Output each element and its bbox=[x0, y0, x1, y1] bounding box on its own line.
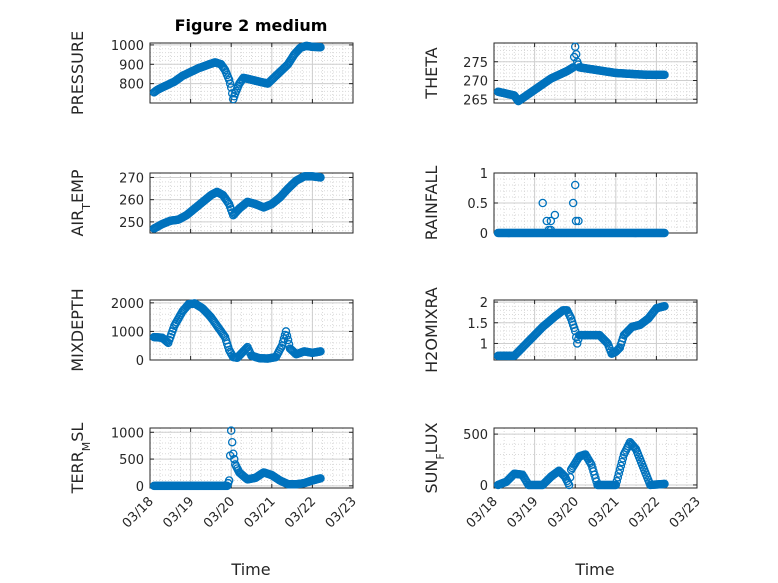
data-point bbox=[660, 301, 669, 311]
y-tick-label: 500 bbox=[463, 428, 488, 443]
data-point bbox=[228, 449, 238, 458]
axes-box bbox=[149, 172, 354, 234]
data-point bbox=[612, 476, 622, 486]
y-tick-label: 2000 bbox=[111, 297, 144, 312]
data-point bbox=[660, 479, 669, 489]
y-tick-label: 260 bbox=[119, 194, 144, 209]
data-point bbox=[281, 327, 291, 336]
y-tick-label: 1000 bbox=[111, 39, 144, 54]
y-tick-label: 0 bbox=[136, 480, 144, 495]
data-point bbox=[613, 473, 623, 482]
data-point bbox=[316, 474, 325, 483]
y-axis-label: PRESSURE bbox=[68, 31, 87, 115]
y-tick-label: 265 bbox=[463, 93, 488, 108]
y-axis-label: TERRMSL bbox=[68, 423, 93, 495]
data-point bbox=[316, 173, 325, 182]
y-tick-label: 270 bbox=[119, 171, 144, 186]
data-point bbox=[574, 216, 583, 226]
subplot-rainfall: 0 0.5 1 RAINFALL bbox=[422, 166, 698, 242]
y-tick-label: 1000 bbox=[111, 426, 144, 441]
data-point bbox=[618, 453, 628, 463]
y-tick-label: 0.5 bbox=[467, 197, 488, 212]
axes-box bbox=[149, 42, 354, 104]
axes-box bbox=[149, 427, 354, 489]
y-tick-label: 500 bbox=[119, 453, 144, 468]
data-point bbox=[568, 198, 578, 208]
y-tick-label: 1 bbox=[480, 337, 488, 352]
data-point bbox=[616, 461, 626, 471]
data-point bbox=[617, 457, 627, 467]
y-axis-label: AIRTEMP bbox=[68, 169, 93, 236]
y-tick-label: 270 bbox=[463, 75, 488, 90]
y-axis-label: SUNFLUX bbox=[422, 422, 447, 493]
subplot-theta: 265 270 275 THETA bbox=[422, 42, 698, 108]
subplot-air-temp: 250 260 270 AIRTEMP bbox=[68, 169, 354, 237]
data-point bbox=[570, 180, 580, 190]
data-point bbox=[316, 43, 325, 52]
data-point bbox=[550, 210, 560, 220]
data-point bbox=[586, 458, 595, 468]
y-tick-label: 0 bbox=[136, 354, 144, 369]
y-axis-label: MIXDEPTH bbox=[68, 288, 87, 371]
data-point bbox=[614, 469, 624, 478]
data-point bbox=[282, 331, 292, 340]
data-point bbox=[224, 75, 234, 85]
y-tick-label: 1 bbox=[480, 167, 488, 182]
data-point bbox=[224, 476, 234, 485]
y-tick-label: 900 bbox=[119, 58, 144, 73]
y-tick-label: 800 bbox=[119, 78, 144, 93]
data-point bbox=[283, 335, 293, 345]
data-point bbox=[241, 345, 250, 354]
data-point bbox=[226, 426, 236, 435]
data-point bbox=[538, 198, 547, 208]
data-point bbox=[544, 225, 554, 235]
data-point bbox=[223, 198, 233, 207]
y-tick-label: 0 bbox=[480, 479, 488, 494]
data-point bbox=[572, 339, 582, 348]
y-tick-label: 1000 bbox=[111, 325, 144, 340]
y-tick-label: 275 bbox=[463, 56, 488, 71]
y-axis-label: H2OMIXRA bbox=[422, 287, 441, 373]
data-point bbox=[229, 454, 239, 464]
y-tick-label: 0 bbox=[480, 227, 488, 242]
data-point bbox=[316, 347, 325, 356]
y-tick-label: 1.5 bbox=[467, 317, 488, 332]
data-point bbox=[571, 216, 581, 226]
data-point bbox=[611, 480, 621, 490]
data-point bbox=[225, 79, 235, 88]
data-point bbox=[615, 465, 625, 474]
y-tick-label: 250 bbox=[119, 216, 144, 231]
data-point bbox=[660, 70, 669, 80]
y-axis-label: THETA bbox=[422, 47, 441, 99]
x-axis-label-left: Time bbox=[230, 560, 270, 579]
x-axis-label-right: Time bbox=[574, 560, 614, 579]
data-point bbox=[542, 216, 552, 226]
subplot-mixdepth: 0 1000 2000 MIXDEPTH bbox=[68, 288, 354, 372]
y-axis-label: RAINFALL bbox=[422, 166, 441, 241]
subplot-h2omixra: 1 1.5 2 H2OMIXRA bbox=[422, 287, 698, 373]
subplot-pressure: 800 900 1000 PRESSURE bbox=[68, 31, 354, 115]
data-point bbox=[614, 344, 624, 353]
axes-box bbox=[493, 299, 698, 361]
axes-box bbox=[493, 42, 698, 104]
data-point bbox=[660, 228, 669, 238]
data-point bbox=[219, 331, 229, 340]
data-point bbox=[227, 437, 237, 447]
y-tick-label: 2 bbox=[480, 296, 488, 311]
data-point bbox=[546, 216, 556, 226]
figure-title: Figure 2 medium bbox=[175, 16, 328, 35]
